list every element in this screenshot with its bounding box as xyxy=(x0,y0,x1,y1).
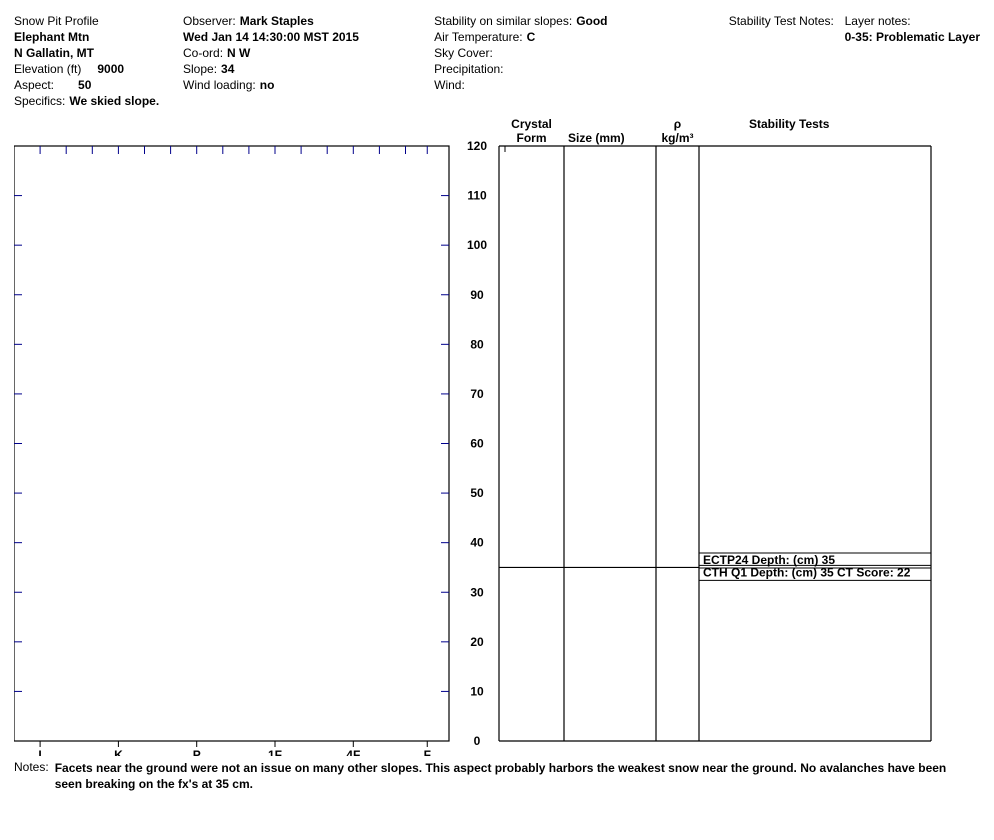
notes-text: Facets near the ground were not an issue… xyxy=(55,760,975,792)
windloading-label: Wind loading: xyxy=(183,78,256,92)
wind-label: Wind: xyxy=(434,78,465,92)
header-col-3: Stability on similar slopes: Good Air Te… xyxy=(434,14,729,108)
aspect-label: Aspect: xyxy=(14,78,54,92)
header-col-5: Layer notes: 0-35: Problematic Layer xyxy=(845,14,980,108)
snow-profile-chart: Crystal ρ Stability Tests Form Size (mm) kg/m… xyxy=(14,116,980,756)
airtemp-value: C xyxy=(527,30,536,44)
sky-label: Sky Cover: xyxy=(434,46,493,60)
layernotes-value: 0-35: Problematic Layer xyxy=(845,30,980,44)
svg-text:100: 100 xyxy=(467,238,487,252)
location-2: N Gallatin, MT xyxy=(14,46,94,60)
header-col-1: Snow Pit Profile Elephant Mtn N Gallatin… xyxy=(14,14,183,108)
svg-text:80: 80 xyxy=(470,337,484,351)
header-col-2: Observer: Mark Staples Wed Jan 14 14:30:… xyxy=(183,14,434,108)
svg-text:Crystal: Crystal xyxy=(511,117,552,131)
svg-text:40: 40 xyxy=(470,536,484,550)
elevation-value: 9000 xyxy=(97,62,124,76)
windloading-value: no xyxy=(260,78,275,92)
specifics-value: We skied slope. xyxy=(69,94,159,108)
notes-label: Notes: xyxy=(14,760,49,792)
location-1: Elephant Mtn xyxy=(14,30,89,44)
chart-area: Crystal ρ Stability Tests Form Size (mm) kg/m… xyxy=(14,116,980,756)
svg-text:kg/m³: kg/m³ xyxy=(661,131,693,145)
svg-text:I: I xyxy=(38,748,41,756)
svg-text:60: 60 xyxy=(470,437,484,451)
observer-value: Mark Staples xyxy=(240,14,314,28)
coord-value: N W xyxy=(227,46,250,60)
svg-text:Size (mm): Size (mm) xyxy=(568,131,625,145)
header-col-4: Stability Test Notes: xyxy=(729,14,845,108)
specifics-label: Specifics: xyxy=(14,94,65,108)
slope-value: 34 xyxy=(221,62,234,76)
svg-text:120: 120 xyxy=(467,139,487,153)
svg-text:F: F xyxy=(424,748,431,756)
svg-text:0: 0 xyxy=(474,734,481,748)
svg-text:110: 110 xyxy=(467,189,487,203)
svg-text:Form: Form xyxy=(517,131,547,145)
observer-label: Observer: xyxy=(183,14,236,28)
stability-label: Stability on similar slopes: xyxy=(434,14,572,28)
svg-text:P: P xyxy=(193,748,201,756)
title-label: Snow Pit Profile xyxy=(14,14,99,28)
svg-text:ρ: ρ xyxy=(674,117,681,131)
stability-value: Good xyxy=(576,14,607,28)
aspect-value: 50 xyxy=(78,78,91,92)
stabnotes-label: Stability Test Notes: xyxy=(729,14,834,28)
precip-label: Precipitation: xyxy=(434,62,503,76)
slope-label: Slope: xyxy=(183,62,217,76)
svg-text:70: 70 xyxy=(470,387,484,401)
header-block: Snow Pit Profile Elephant Mtn N Gallatin… xyxy=(14,14,980,108)
coord-label: Co-ord: xyxy=(183,46,223,60)
datetime: Wed Jan 14 14:30:00 MST 2015 xyxy=(183,30,359,44)
svg-text:20: 20 xyxy=(470,635,484,649)
svg-text:K: K xyxy=(114,748,123,756)
layernotes-label: Layer notes: xyxy=(845,14,911,28)
svg-text:CTH Q1 Depth: (cm) 35 CT Score: CTH Q1 Depth: (cm) 35 CT Score: 22 xyxy=(703,565,911,579)
svg-text:1F: 1F xyxy=(268,748,282,756)
airtemp-label: Air Temperature: xyxy=(434,30,522,44)
svg-text:Stability Tests: Stability Tests xyxy=(749,117,830,131)
svg-text:10: 10 xyxy=(470,684,484,698)
elevation-label: Elevation (ft) xyxy=(14,62,81,76)
svg-text:30: 30 xyxy=(470,585,484,599)
svg-text:50: 50 xyxy=(470,486,484,500)
svg-text:90: 90 xyxy=(470,288,484,302)
svg-text:4F: 4F xyxy=(346,748,360,756)
notes-row: Notes: Facets near the ground were not a… xyxy=(14,760,980,792)
